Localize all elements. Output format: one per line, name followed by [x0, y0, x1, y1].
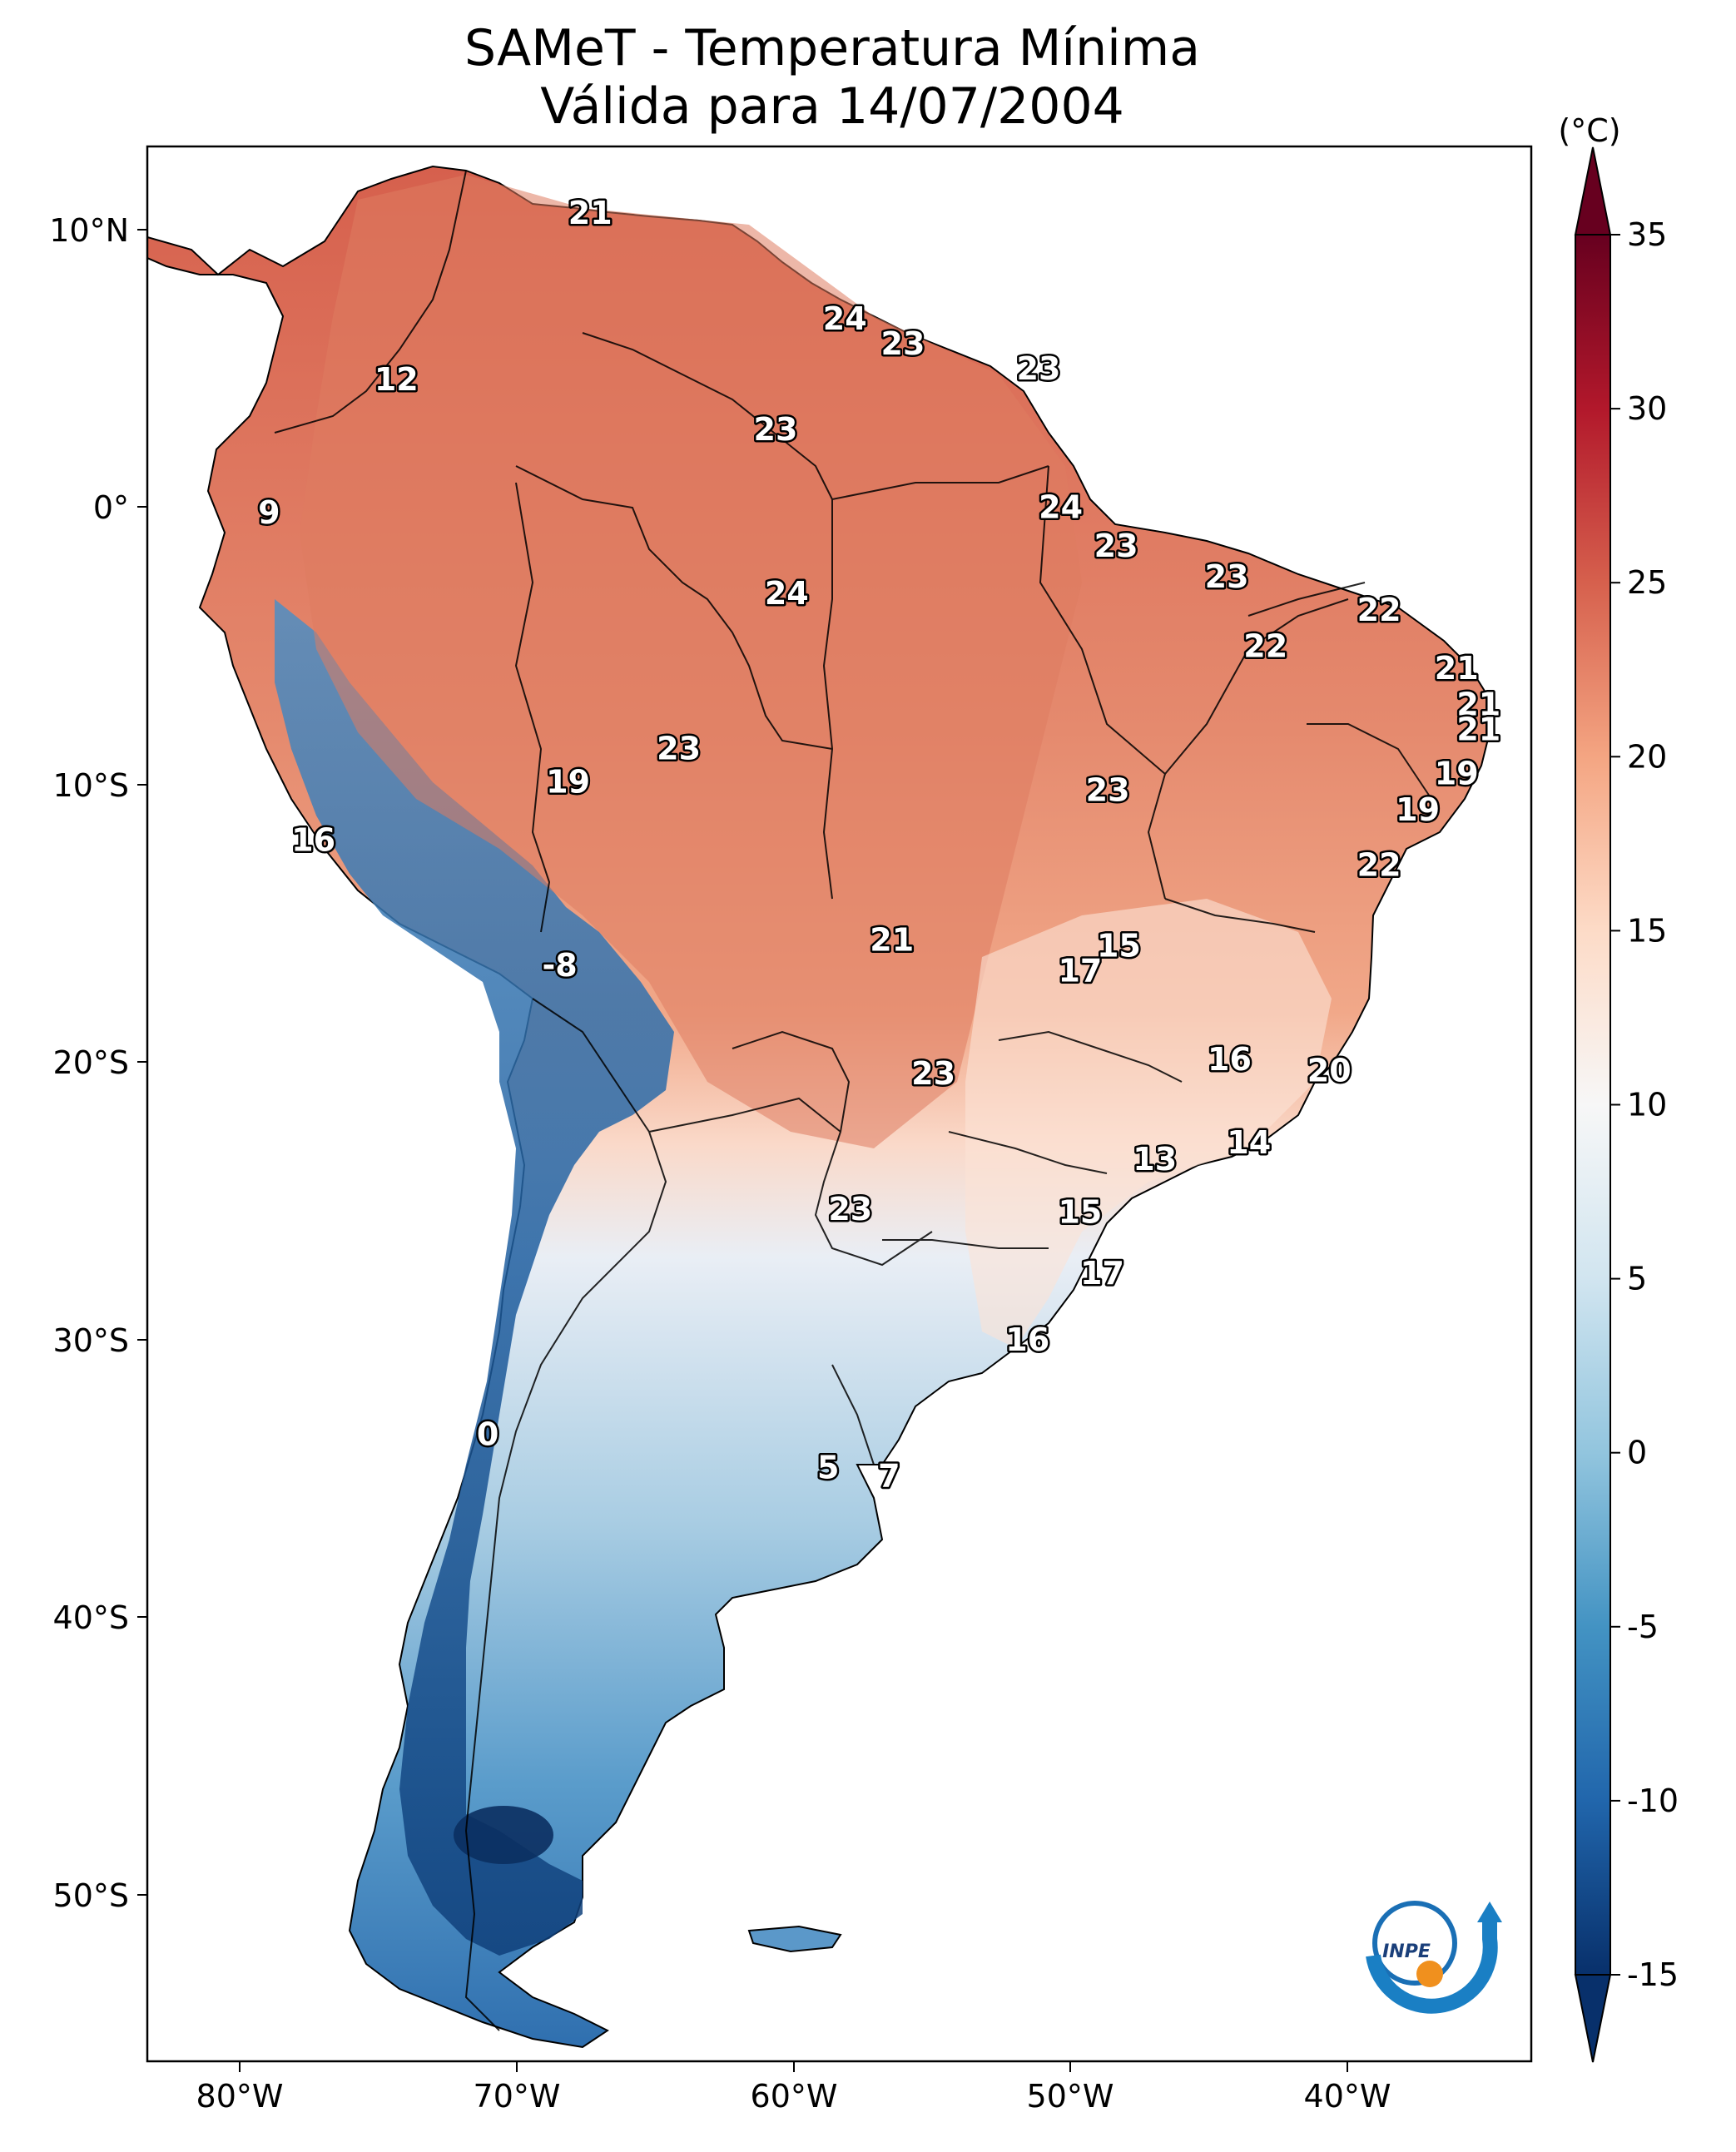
city-temp-label: 23 — [1205, 558, 1249, 595]
inpe-logo-text: INPE — [1382, 1941, 1431, 1962]
city-temp-label: 5 — [817, 1449, 839, 1485]
map-area — [147, 146, 1531, 2061]
colorbar-ticks: 35 30 25 20 15 10 5 0 -5 -10 -15 — [1610, 216, 1679, 1993]
inpe-logo: INPE — [1366, 1901, 1502, 2014]
city-temp-label: 24 — [765, 575, 809, 612]
falkland-islands — [747, 1925, 842, 1953]
colorbar-unit-label: (°C) — [1558, 112, 1620, 149]
city-temp-label: 23 — [1086, 772, 1130, 809]
colorbar-tick-label: 5 — [1627, 1261, 1647, 1297]
city-temp-label: 24 — [1039, 489, 1083, 526]
city-temp-label: 19 — [1435, 756, 1479, 792]
city-temp-label: 21 — [568, 195, 613, 231]
y-axis-ticks: 10°N 0° 10°S 20°S 30°S 40°S 50°S — [49, 212, 147, 1914]
y-tick-label: 0° — [93, 489, 129, 526]
city-temp-label: 9 — [258, 494, 280, 531]
warm-interior-overlay — [300, 175, 1082, 1148]
city-temp-label: 23 — [1094, 528, 1138, 564]
city-temp-label: -8 — [542, 947, 577, 984]
x-tick-label: 80°W — [196, 2078, 284, 2115]
y-tick-label: 40°S — [53, 1599, 129, 1636]
colorbar: (°C) 35 30 25 20 15 10 5 0 -5 -10 -15 — [1558, 112, 1679, 2063]
city-temp-label: 23 — [828, 1191, 872, 1227]
city-temp-label: 23 — [657, 731, 701, 767]
city-temp-label: 15 — [1058, 1194, 1102, 1231]
city-temp-label: 23 — [881, 325, 925, 362]
city-temp-label: 14 — [1227, 1124, 1271, 1161]
city-temp-label: 19 — [546, 764, 590, 801]
y-tick-label: 20°S — [53, 1044, 129, 1081]
colorbar-tick-label: -10 — [1627, 1783, 1679, 1819]
city-temp-label: 21 — [1435, 650, 1479, 687]
colorbar-tick-label: -15 — [1627, 1956, 1679, 1993]
x-tick-label: 40°W — [1304, 2078, 1391, 2115]
country-borders — [274, 170, 1432, 2031]
city-temp-label: 19 — [1396, 791, 1440, 828]
city-temp-label: 22 — [1357, 592, 1401, 628]
city-temp-label: 7 — [878, 1457, 900, 1494]
title-line-1: SAMeT - Temperatura Mínima — [464, 19, 1200, 77]
colorbar-tick-label: 20 — [1627, 738, 1667, 775]
inpe-logo-dot — [1416, 1961, 1443, 1987]
city-temp-label: 21 — [1456, 686, 1500, 722]
city-temp-label: 22 — [1357, 847, 1401, 884]
colorbar-bar — [1575, 234, 1611, 1976]
colorbar-bottom-extension — [1574, 1974, 1612, 2063]
title-line-2: Válida para 14/07/2004 — [540, 77, 1124, 136]
city-temp-label: 12 — [374, 361, 419, 398]
city-temp-label: 23 — [911, 1055, 955, 1092]
colorbar-tick-label: 15 — [1627, 912, 1667, 949]
city-temp-label: 23 — [754, 411, 798, 448]
x-axis-ticks: 80°W 70°W 60°W 50°W 40°W — [196, 2061, 1391, 2115]
y-tick-label: 10°N — [49, 212, 129, 249]
y-tick-label: 30°S — [53, 1322, 129, 1359]
x-tick-label: 50°W — [1027, 2078, 1114, 2115]
city-temp-label: 24 — [823, 300, 867, 337]
x-tick-label: 70°W — [474, 2078, 561, 2115]
colorbar-tick-label: 10 — [1627, 1087, 1667, 1123]
city-temp-label: 13 — [1133, 1141, 1177, 1178]
city-temp-label: 20 — [1307, 1053, 1352, 1089]
colorbar-tick-label: 35 — [1627, 216, 1667, 253]
city-temp-label: 0 — [477, 1416, 498, 1452]
city-temp-label: 16 — [1005, 1321, 1049, 1358]
city-temp-label: 16 — [291, 822, 335, 859]
patagonia-cold-core — [454, 1806, 553, 1864]
colorbar-tick-label: -5 — [1627, 1609, 1659, 1645]
andes-cold-band — [275, 599, 674, 1956]
city-temp-label: 21 — [870, 922, 914, 959]
colorbar-top-extension — [1574, 146, 1612, 236]
x-tick-label: 60°W — [751, 2078, 838, 2115]
city-temp-label: 17 — [1080, 1255, 1124, 1292]
y-tick-label: 10°S — [53, 767, 129, 804]
southeast-mild-overlay — [965, 899, 1332, 1348]
city-temp-label: 22 — [1243, 627, 1287, 664]
city-temp-label: 16 — [1208, 1041, 1252, 1078]
colorbar-tick-label: 30 — [1627, 390, 1667, 427]
map-frame — [146, 145, 1533, 2063]
city-temp-label: 17 — [1058, 952, 1102, 989]
city-temp-label: 23 — [1017, 350, 1061, 387]
colorbar-tick-label: 0 — [1627, 1435, 1647, 1471]
city-temp-label: 21 — [1456, 711, 1500, 747]
colorbar-tick-label: 25 — [1627, 564, 1667, 601]
y-tick-label: 50°S — [53, 1877, 129, 1914]
city-temp-label: 15 — [1097, 927, 1141, 964]
